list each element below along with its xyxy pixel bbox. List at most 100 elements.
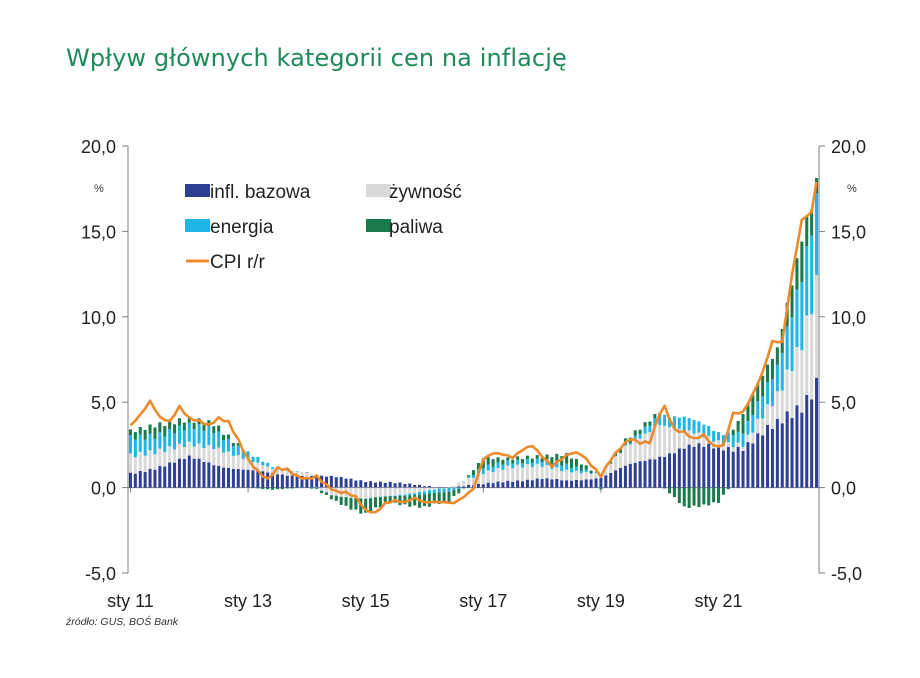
bar-segment-fuel xyxy=(168,420,172,430)
bar-segment-food xyxy=(383,487,387,497)
bar-segment-core xyxy=(408,483,412,488)
bar-segment-food xyxy=(300,471,304,476)
bar-segment-fuel xyxy=(388,496,392,504)
bar-segment-food xyxy=(168,446,172,463)
bar-segment-core xyxy=(614,470,618,488)
bar-segment-food xyxy=(717,440,721,446)
bar-segment-energy xyxy=(609,487,613,489)
bar-segment-food xyxy=(246,459,250,470)
bar-segment-energy xyxy=(422,491,427,495)
bar-segment-energy xyxy=(668,417,672,428)
bar-segment-food xyxy=(795,347,799,406)
bar-segment-food xyxy=(447,487,451,488)
bar-segment-core xyxy=(766,424,770,488)
bar-segment-energy xyxy=(222,440,226,453)
bar-segment-fuel xyxy=(555,453,559,462)
bar-segment-food xyxy=(158,448,162,467)
bar-segment-core xyxy=(555,479,559,488)
bar-segment-food xyxy=(810,314,814,400)
bar-segment-energy xyxy=(447,487,451,492)
bar-segment-core xyxy=(550,479,554,488)
bar-segment-core xyxy=(334,477,338,488)
bar-segment-fuel xyxy=(501,459,505,465)
bar-segment-fuel xyxy=(212,426,216,433)
y-tick-label-left: -5,0 xyxy=(85,564,116,584)
bar-segment-food xyxy=(329,487,333,496)
bar-segment-core xyxy=(457,486,461,488)
source-note: źródło: GUS, BOŚ Bank xyxy=(66,616,179,628)
y-tick-label-left: 15,0 xyxy=(81,222,116,242)
bar-segment-fuel xyxy=(217,425,221,432)
bar-segment-energy xyxy=(182,430,186,448)
bar-segment-food xyxy=(770,405,774,429)
bar-segment-food xyxy=(222,452,226,468)
bar-segment-energy xyxy=(761,396,765,419)
bar-segment-fuel xyxy=(471,470,476,475)
bar-segment-core xyxy=(604,475,608,488)
bar-segment-core xyxy=(285,475,289,488)
bar-segment-fuel xyxy=(163,426,167,437)
bar-segment-fuel xyxy=(476,463,480,470)
y-tick-label-right: 10,0 xyxy=(831,308,866,328)
bar-segment-food xyxy=(285,470,289,476)
bar-segment-food xyxy=(746,434,750,443)
bar-segment-fuel xyxy=(383,496,387,504)
y-tick-label-left: 0,0 xyxy=(91,479,116,499)
bar-segment-fuel xyxy=(746,403,750,422)
bar-segment-fuel xyxy=(148,424,152,434)
bar-segment-fuel xyxy=(486,457,490,465)
bar-segment-energy xyxy=(614,455,618,457)
bar-segment-food xyxy=(378,487,382,497)
bar-segment-food xyxy=(805,315,809,395)
bar-segment-fuel xyxy=(437,492,441,504)
bar-segment-core xyxy=(672,453,676,488)
bar-segment-food xyxy=(560,471,564,481)
bar-segment-energy xyxy=(790,317,794,372)
bar-segment-energy xyxy=(623,444,627,446)
bar-segment-food xyxy=(491,472,495,484)
bar-segment-core xyxy=(369,481,373,488)
bar-segment-core xyxy=(707,443,711,488)
bar-segment-food xyxy=(545,464,549,479)
bar-segment-food xyxy=(471,477,476,486)
bar-segment-food xyxy=(511,468,515,482)
bar-segment-core xyxy=(795,405,799,488)
bar-segment-food xyxy=(320,487,324,491)
chart-bars xyxy=(128,177,819,514)
y-tick-label-right: 20,0 xyxy=(831,137,866,157)
bar-segment-food xyxy=(741,447,745,451)
bar-segment-core xyxy=(481,484,485,488)
bar-segment-food xyxy=(614,456,618,471)
bar-segment-food xyxy=(432,487,436,490)
bar-segment-core xyxy=(486,482,490,488)
bar-segment-core xyxy=(648,459,652,488)
bar-segment-core xyxy=(143,472,147,488)
bar-segment-energy xyxy=(800,282,804,351)
bar-segment-fuel xyxy=(305,472,309,473)
bar-segment-fuel xyxy=(550,457,554,464)
bar-segment-energy xyxy=(226,438,230,452)
bar-segment-fuel xyxy=(619,448,623,453)
bar-segment-food xyxy=(148,450,152,469)
bar-segment-core xyxy=(354,480,358,488)
bar-segment-food xyxy=(540,466,544,480)
bar-segment-fuel xyxy=(354,497,358,510)
bar-segment-core xyxy=(594,478,598,488)
bar-segment-core xyxy=(702,446,706,488)
bar-segment-fuel xyxy=(535,455,539,459)
bar-segment-food xyxy=(143,455,147,473)
bar-segment-fuel xyxy=(692,487,696,506)
bar-segment-energy xyxy=(560,465,564,472)
y-tick-label-left: 20,0 xyxy=(81,137,116,157)
bar-segment-food xyxy=(182,447,186,459)
bar-segment-food xyxy=(780,390,784,424)
bar-segment-food xyxy=(589,473,593,480)
bar-segment-energy xyxy=(418,491,422,495)
bar-segment-food xyxy=(226,451,230,468)
bar-segment-fuel xyxy=(712,487,716,503)
bar-segment-core xyxy=(535,478,539,488)
bar-segment-food xyxy=(476,473,480,484)
legend-label-energy: energia xyxy=(210,217,274,238)
bar-segment-core xyxy=(173,462,177,488)
